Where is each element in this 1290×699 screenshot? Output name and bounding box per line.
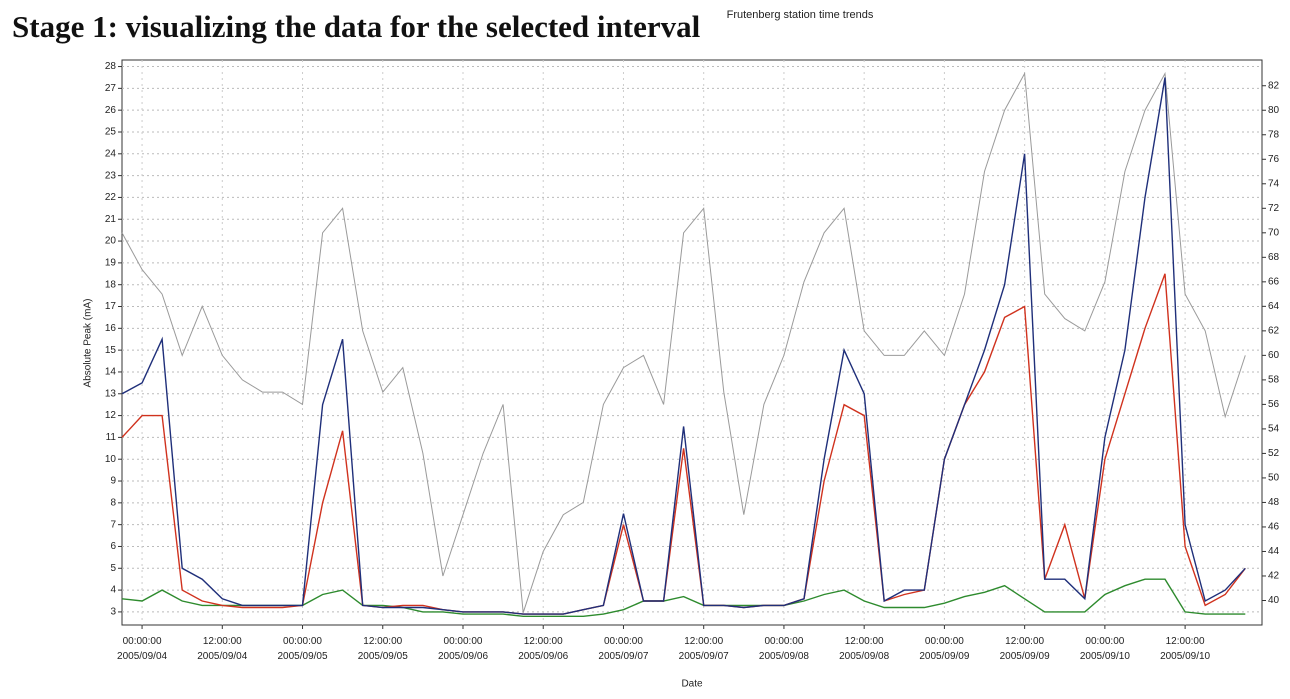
plot-frame <box>121 59 1263 626</box>
x-axis-label: Date <box>681 679 703 690</box>
x-tick-label: 00:00:00 2005/09/08 <box>759 636 809 662</box>
y2-tick-label: 40 <box>1268 595 1280 606</box>
y-tick-label: 6 <box>110 541 116 552</box>
series-line <box>121 71 1246 613</box>
y-tick-label: 13 <box>105 388 117 399</box>
y2-tick-label: 46 <box>1268 522 1280 533</box>
x-tick-label: 00:00:00 2005/09/07 <box>598 636 648 662</box>
y2-tick-label: 64 <box>1268 301 1280 312</box>
series-line <box>121 77 1246 615</box>
y2-tick-label: 54 <box>1268 424 1280 435</box>
y2-tick-label: 74 <box>1268 178 1280 189</box>
y-tick-label: 16 <box>105 323 117 334</box>
y2-tick-label: 52 <box>1268 448 1280 459</box>
x-tick-label: 00:00:00 2005/09/09 <box>919 636 969 662</box>
y-tick-label: 7 <box>110 519 116 530</box>
y2-tick-label: 76 <box>1268 154 1280 165</box>
y2-tick-label: 58 <box>1268 375 1280 386</box>
x-tick-label: 00:00:00 2005/09/06 <box>438 636 488 662</box>
y-tick-label: 14 <box>105 367 117 378</box>
series-line <box>121 273 1246 615</box>
y-tick-label: 12 <box>105 410 117 421</box>
y2-tick-label: 50 <box>1268 473 1280 484</box>
x-tick-label: 00:00:00 2005/09/04 <box>117 636 167 662</box>
page-heading: Stage 1: visualizing the data for the se… <box>12 9 701 44</box>
x-tick-label: 12:00:00 2005/09/04 <box>197 636 247 662</box>
y-tick-label: 28 <box>105 61 117 72</box>
y-tick-label: 10 <box>105 454 117 465</box>
y-tick-label: 25 <box>105 127 117 138</box>
y-tick-label: 9 <box>110 476 116 487</box>
x-tick-label: 12:00:00 2005/09/08 <box>839 636 889 662</box>
y2-tick-label: 78 <box>1268 129 1280 140</box>
chart-title: Frutenberg station time trends <box>727 9 874 21</box>
y2-tick-label: 56 <box>1268 399 1280 410</box>
x-tick-label: 00:00:00 2005/09/10 <box>1080 636 1130 662</box>
x-tick-label: 12:00:00 2005/09/09 <box>1000 636 1050 662</box>
y2-tick-label: 70 <box>1268 227 1280 238</box>
y-tick-label: 22 <box>105 192 117 203</box>
y2-tick-label: 62 <box>1268 325 1280 336</box>
y2-tick-label: 42 <box>1268 571 1280 582</box>
y-tick-label: 4 <box>110 585 116 596</box>
series-line <box>121 578 1246 617</box>
y2-tick-label: 68 <box>1268 252 1280 263</box>
y-tick-label: 11 <box>106 432 117 443</box>
y2-tick-label: 48 <box>1268 497 1280 508</box>
y-tick-label: 18 <box>105 279 117 290</box>
y-tick-label: 27 <box>105 83 117 94</box>
x-tick-label: 12:00:00 2005/09/05 <box>358 636 408 662</box>
y2-tick-label: 66 <box>1268 276 1280 287</box>
y2-tick-label: 80 <box>1268 105 1280 116</box>
y-tick-label: 5 <box>110 563 116 574</box>
y-axis-label: Absolute Peak (mA) <box>83 299 94 388</box>
x-tick-label: 00:00:00 2005/09/05 <box>277 636 327 662</box>
x-tick-label: 12:00:00 2005/09/07 <box>679 636 729 662</box>
y2-tick-label: 60 <box>1268 350 1280 361</box>
x-tick-label: 12:00:00 2005/09/10 <box>1160 636 1210 662</box>
y-tick-label: 21 <box>105 214 117 225</box>
y-tick-label: 19 <box>105 258 117 269</box>
y-tick-label: 8 <box>110 497 116 508</box>
y-tick-label: 23 <box>105 170 117 181</box>
y2-tick-label: 44 <box>1268 546 1280 557</box>
x-tick-label: 12:00:00 2005/09/06 <box>518 636 568 662</box>
y-tick-label: 24 <box>105 148 117 159</box>
y-tick-label: 20 <box>105 236 117 247</box>
y-tick-label: 3 <box>110 607 116 618</box>
y2-tick-label: 82 <box>1268 80 1280 91</box>
y-tick-label: 26 <box>105 105 117 116</box>
y2-tick-label: 72 <box>1268 203 1280 214</box>
y-tick-label: 17 <box>105 301 117 312</box>
y-tick-label: 15 <box>105 345 117 356</box>
